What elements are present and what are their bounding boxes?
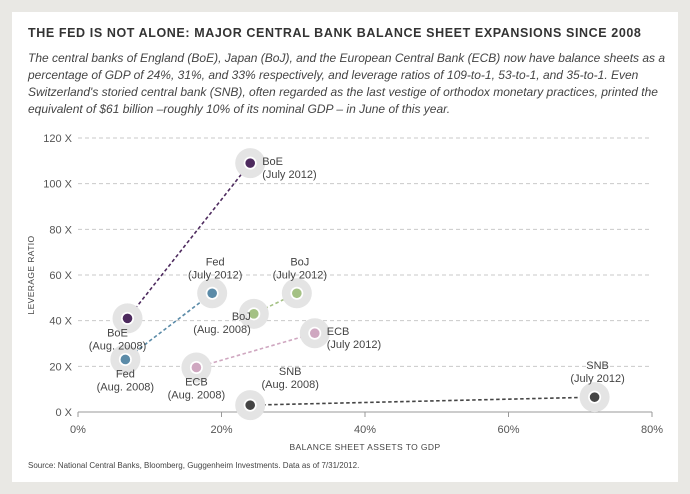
point-label: SNB: [279, 366, 302, 378]
point-label: Fed: [206, 256, 225, 268]
point-label: SNB: [586, 360, 609, 372]
point-label: (Aug. 2008): [261, 379, 318, 391]
x-tick-label: 0%: [70, 424, 86, 436]
point-label: (Aug. 2008): [193, 324, 250, 336]
point-labels: BoE(Aug. 2008)BoE(July 2012)Fed(Aug. 200…: [89, 156, 625, 401]
point-ecb-2008: [181, 352, 212, 383]
point-label: (July 2012): [188, 269, 242, 281]
point-label: Fed: [116, 368, 135, 380]
point-dot: [309, 328, 320, 339]
point-label: BoE: [262, 156, 283, 168]
y-tick-label: 80 X: [49, 224, 72, 236]
arrow-snb: [256, 394, 587, 406]
point-label: BoE: [107, 327, 128, 339]
point-label: BoJ: [290, 256, 309, 268]
y-tick-label: 0 X: [55, 407, 72, 419]
arrow-boe: [130, 169, 246, 315]
x-tick-label: 20%: [210, 424, 232, 436]
point-dot: [589, 392, 600, 402]
y-tick-label: 60 X: [49, 270, 72, 282]
point-boj-2012: [281, 278, 312, 309]
chart-subtitle: The central banks of England (BoE), Japa…: [28, 51, 666, 116]
point-dot: [191, 362, 202, 373]
point-boj-2008: [238, 298, 269, 329]
arrow-fed: [129, 297, 206, 357]
point-dot: [122, 313, 133, 324]
point-label: (Aug. 2008): [168, 389, 225, 401]
x-tick-label: 40%: [354, 424, 376, 436]
point-dot: [245, 400, 255, 410]
point-snb-2008: [235, 390, 266, 421]
point-fed-2012: [197, 278, 228, 309]
x-tick-label: 60%: [497, 424, 519, 436]
point-ecb-2012: [299, 318, 330, 349]
point-dot: [245, 158, 255, 168]
arrow-ecb: [201, 334, 308, 367]
point-boe-2008: [112, 303, 143, 334]
point-dot: [120, 354, 131, 365]
y-tick-label: 120 X: [43, 133, 72, 145]
point-label: (July 2012): [570, 373, 624, 385]
point-label: (Aug. 2008): [97, 381, 154, 393]
point-label: BoJ: [232, 311, 251, 323]
point-boe-2012: [235, 148, 266, 179]
chart-card: THE FED IS NOT ALONE: MAJOR CENTRAL BANK…: [12, 12, 678, 482]
point-snb-2012: [579, 382, 610, 413]
point-label: (July 2012): [327, 339, 381, 351]
point-fed-2008: [110, 344, 141, 375]
grid: [78, 137, 652, 367]
point-dot: [292, 288, 302, 299]
y-axis-label: LEVERAGE RATIO: [26, 235, 36, 314]
x-axis-label: BALANCE SHEET ASSETS TO GDP: [289, 442, 440, 452]
point-label: (Aug. 2008): [89, 340, 146, 352]
point-label: (July 2012): [262, 169, 316, 181]
source-note: Source: National Central Banks, Bloomber…: [28, 461, 360, 470]
y-tick-label: 100 X: [43, 179, 72, 191]
point-dot: [207, 288, 217, 299]
point-label: ECB: [327, 326, 350, 338]
axes: 0 X 20 X 40 X 60 X 80 X 100 X 120 X 0% 20% 40% 60%…: [43, 133, 663, 436]
points: [110, 148, 610, 421]
point-label: (July 2012): [273, 269, 327, 281]
chart-title: THE FED IS NOT ALONE: MAJOR CENTRAL BANK…: [28, 26, 642, 40]
y-tick-label: 20 X: [49, 361, 72, 373]
point-dot: [248, 309, 259, 319]
y-tick-label: 40 X: [49, 316, 72, 328]
x-tick-label: 80%: [641, 424, 663, 436]
point-label: ECB: [185, 376, 208, 388]
